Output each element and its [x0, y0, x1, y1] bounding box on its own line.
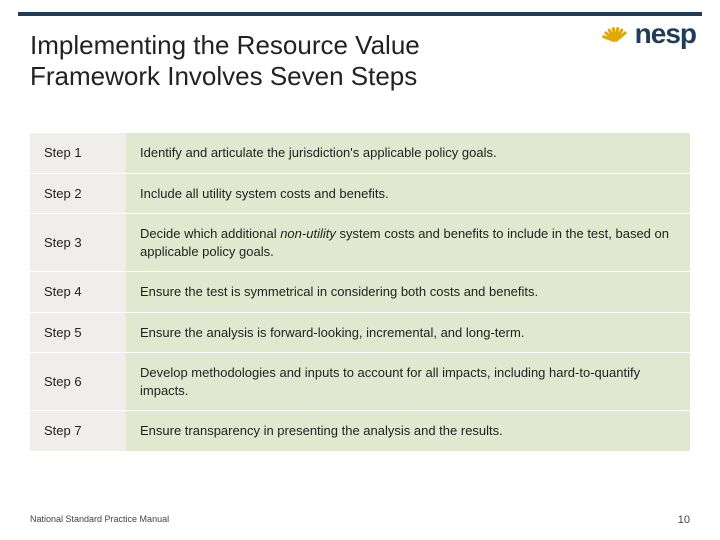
- step-description: Ensure the test is symmetrical in consid…: [126, 272, 690, 313]
- step-label: Step 3: [30, 214, 126, 272]
- step-label: Step 1: [30, 133, 126, 174]
- footer-source: National Standard Practice Manual: [30, 514, 169, 524]
- logo: nesp: [599, 18, 696, 50]
- step-description: Identify and articulate the jurisdiction…: [126, 133, 690, 174]
- step-label: Step 2: [30, 173, 126, 214]
- table-row: Step 1Identify and articulate the jurisd…: [30, 133, 690, 174]
- step-description: Include all utility system costs and ben…: [126, 173, 690, 214]
- table-row: Step 4Ensure the test is symmetrical in …: [30, 272, 690, 313]
- steps-table: Step 1Identify and articulate the jurisd…: [30, 132, 690, 452]
- table-row: Step 2Include all utility system costs a…: [30, 173, 690, 214]
- step-description: Decide which additional non-utility syst…: [126, 214, 690, 272]
- logo-burst-icon: [599, 19, 633, 49]
- table-row: Step 3Decide which additional non-utilit…: [30, 214, 690, 272]
- page-number: 10: [678, 514, 690, 526]
- step-description: Ensure transparency in presenting the an…: [126, 411, 690, 452]
- table-row: Step 6Develop methodologies and inputs t…: [30, 353, 690, 411]
- slide: nesp Implementing the Resource Value Fra…: [0, 0, 720, 540]
- step-label: Step 7: [30, 411, 126, 452]
- step-description: Develop methodologies and inputs to acco…: [126, 353, 690, 411]
- table-row: Step 7Ensure transparency in presenting …: [30, 411, 690, 452]
- step-label: Step 6: [30, 353, 126, 411]
- top-rule: [18, 12, 702, 16]
- step-label: Step 4: [30, 272, 126, 313]
- step-label: Step 5: [30, 312, 126, 353]
- logo-text: nesp: [635, 18, 696, 50]
- step-description: Ensure the analysis is forward-looking, …: [126, 312, 690, 353]
- table-row: Step 5Ensure the analysis is forward-loo…: [30, 312, 690, 353]
- page-title: Implementing the Resource Value Framewor…: [30, 30, 530, 92]
